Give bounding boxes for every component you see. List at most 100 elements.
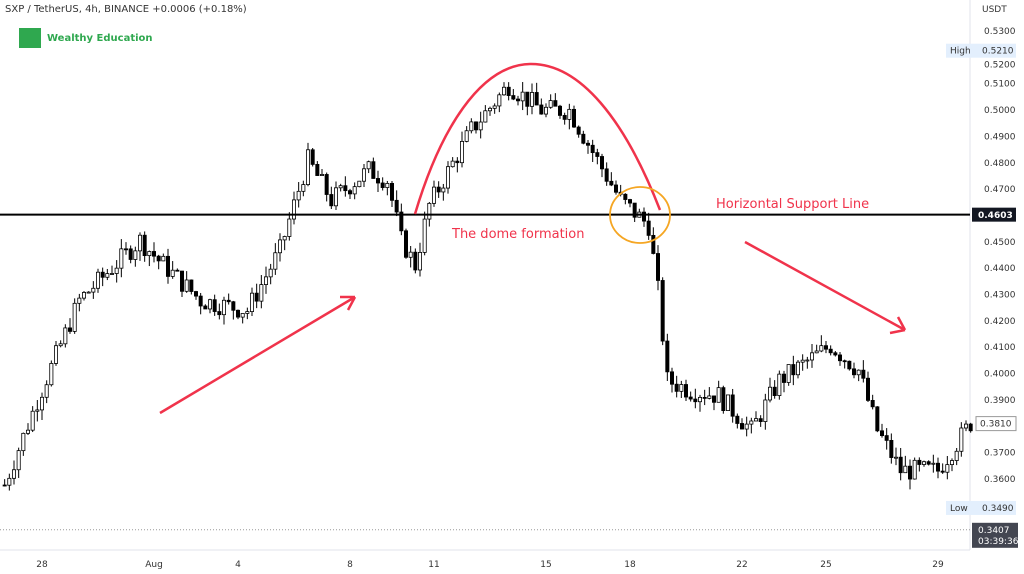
candle-body — [875, 406, 880, 432]
candle-body — [263, 276, 268, 285]
candle-body — [917, 459, 922, 465]
current-price-text: 0.3407 — [978, 526, 1010, 536]
candle-body — [544, 106, 549, 115]
candle-body — [105, 273, 110, 278]
candle-body — [665, 340, 670, 373]
candle-body — [403, 230, 408, 258]
candle-body — [586, 142, 591, 146]
candle-body — [880, 430, 885, 436]
candle-body — [660, 280, 665, 342]
candle-body — [193, 291, 198, 297]
candle-body — [716, 387, 721, 403]
candle-body — [782, 373, 787, 383]
y-tick-label: 0.4200 — [984, 317, 1016, 327]
candle-body — [217, 311, 222, 316]
x-tick-label: 29 — [932, 560, 944, 570]
candle-body — [889, 440, 894, 458]
candle-body — [950, 460, 955, 466]
candle-body — [628, 199, 633, 204]
candle-body — [604, 168, 609, 182]
candle-body — [525, 91, 530, 107]
candle-body — [791, 364, 796, 376]
candle-body — [389, 183, 394, 201]
candle-body — [814, 350, 819, 354]
candle-body — [371, 161, 376, 179]
candle-body — [903, 465, 908, 474]
candle-body — [884, 435, 889, 441]
candle-body — [642, 211, 647, 222]
high-badge — [946, 43, 1016, 58]
high-value: 0.5210 — [982, 47, 1014, 57]
x-tick-label: 11 — [428, 560, 439, 570]
candle-body — [595, 152, 600, 157]
candle-body — [68, 327, 73, 332]
candle-body — [473, 121, 478, 131]
candle-body — [838, 354, 843, 362]
candle-body — [352, 186, 357, 195]
candle-body — [394, 199, 399, 213]
candle-body — [693, 398, 698, 403]
candle-body — [819, 345, 824, 352]
candle-body — [651, 234, 656, 254]
candle-body — [151, 251, 156, 257]
candle-body — [282, 236, 287, 241]
candle-body — [847, 360, 852, 370]
candle-body — [721, 387, 726, 411]
y-tick-label: 0.4400 — [984, 264, 1016, 274]
candle-body — [712, 395, 717, 403]
x-tick-label: 15 — [540, 560, 551, 570]
candle-body — [866, 377, 871, 401]
candle-body — [534, 92, 539, 106]
candle-body — [422, 218, 427, 253]
candle-body — [786, 364, 791, 383]
candle-body — [684, 384, 689, 398]
candle-body — [259, 284, 264, 302]
candle-body — [179, 270, 184, 292]
candle-body — [656, 253, 661, 281]
candle-body — [366, 161, 371, 170]
candle-body — [235, 309, 240, 318]
candle-body — [894, 456, 899, 459]
candle-body — [548, 100, 553, 108]
candle-body — [2, 484, 7, 487]
x-tick-label: 25 — [820, 560, 831, 570]
candle-body — [478, 121, 483, 131]
candle-body — [959, 427, 964, 452]
x-tick-label: 18 — [624, 560, 636, 570]
candle-body — [277, 239, 282, 254]
candle-body — [142, 234, 147, 257]
candle-body — [796, 361, 801, 376]
candle-body — [758, 418, 763, 422]
candle-body — [147, 251, 152, 257]
candle-body — [576, 126, 581, 135]
candle-body — [856, 369, 861, 376]
candle-body — [30, 410, 35, 431]
candle-body — [520, 91, 525, 102]
candle-body — [623, 193, 628, 200]
candle-body — [674, 383, 679, 392]
breakdown-circle — [609, 186, 671, 244]
candle-body — [86, 291, 91, 294]
candle-body — [100, 271, 105, 278]
candle-body — [240, 313, 245, 318]
candle-body — [254, 292, 259, 302]
candle-body — [16, 450, 21, 471]
candle-body — [207, 299, 212, 310]
y-tick-label: 0.4500 — [984, 238, 1016, 248]
candle-body — [688, 396, 693, 400]
candle-body — [810, 352, 815, 361]
candle-body — [212, 299, 217, 312]
candle-body — [21, 432, 26, 452]
candle-body — [385, 183, 390, 188]
candle-body — [539, 104, 544, 115]
candle-body — [445, 166, 450, 189]
candle-body — [455, 160, 460, 164]
y-tick-label: 0.3600 — [984, 475, 1016, 485]
candle-body — [380, 182, 385, 188]
candle-body — [114, 267, 119, 274]
candle-body — [54, 345, 59, 364]
candle-body — [124, 248, 129, 251]
candle-body — [964, 423, 969, 429]
candle-body — [110, 273, 115, 275]
